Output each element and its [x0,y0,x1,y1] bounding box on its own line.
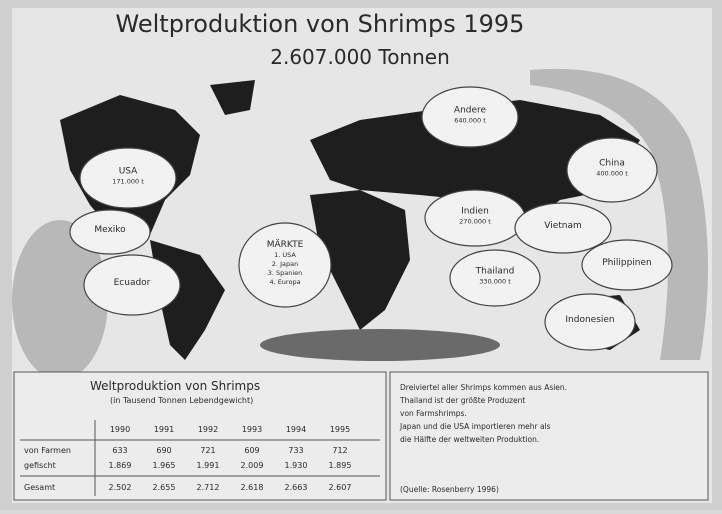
row-header: Gesamt [24,483,55,492]
region-detail: 1. USA [274,251,296,259]
column-header: 1990 [110,425,130,434]
table-cell: 2.618 [241,483,264,492]
row-header: gefischt [24,461,56,470]
region-detail: 2. Japan [272,260,298,268]
table-cell: 2.712 [197,483,220,492]
note-line: die Hälfte der weltweiten Produktion. [400,435,539,444]
table-cell: 2.607 [329,483,352,492]
region-label: Indonesien [565,315,614,325]
subtitle: 2.607.000 Tonnen [270,45,450,69]
table-cell: 2.009 [241,461,264,470]
title: Weltproduktion von Shrimps 1995 [116,10,525,38]
region-label: Andere [454,106,487,116]
region-label: Vietnam [544,221,582,231]
table-cell: 2.502 [109,483,132,492]
region-label: Philippinen [602,258,652,268]
table-cell: 1.991 [197,461,220,470]
region-label: Mexiko [94,225,126,235]
region-detail: 330.000 t [479,278,511,286]
region-detail: 640.000 t [454,117,486,125]
column-header: 1995 [330,425,350,434]
region-detail: 4. Europa [269,278,300,286]
region-detail: 3. Spanien [268,269,303,277]
region-detail: 270.000 t [459,218,491,226]
note-line: Dreiviertel aller Shrimps kommen aus Asi… [400,383,567,392]
region-label: USA [119,167,138,177]
column-header: 1991 [154,425,174,434]
poster: Weltproduktion von Shrimps 1995 2.607.00… [0,0,722,510]
table-cell: 733 [288,446,303,455]
note-line: Japan und die USA importieren mehr als [399,422,551,431]
column-header: 1993 [242,425,262,434]
table-title: Weltproduktion von Shrimps [90,379,260,393]
table-cell: 690 [156,446,171,455]
table-cell: 712 [332,446,347,455]
region-label: Thailand [475,267,515,277]
region-label: Ecuador [114,278,151,288]
table-cell: 609 [244,446,259,455]
region-detail: 171.000 t [112,178,144,186]
table-cell: 721 [200,446,215,455]
note-line: Thailand ist der größte Produzent [399,396,525,405]
table-cell: 1.869 [109,461,132,470]
column-header: 1992 [198,425,218,434]
table-subtitle: (in Tausend Tonnen Lebendgewicht) [110,396,253,405]
note-line: von Farmshrimps. [400,409,467,418]
shrimp-center [260,329,500,361]
source: (Quelle: Rosenberry 1996) [400,485,499,494]
column-header: 1994 [286,425,306,434]
table-cell: 1.895 [329,461,352,470]
region-label: MÄRKTE [267,239,304,250]
table-cell: 1.965 [153,461,176,470]
table-cell: 633 [112,446,127,455]
region-label: China [599,159,625,169]
region-label: Indien [461,207,489,217]
table-cell: 2.663 [285,483,308,492]
row-header: von Farmen [24,446,71,455]
region-detail: 400.000 t [596,170,628,178]
table-cell: 2.655 [153,483,176,492]
table-cell: 1.930 [285,461,308,470]
